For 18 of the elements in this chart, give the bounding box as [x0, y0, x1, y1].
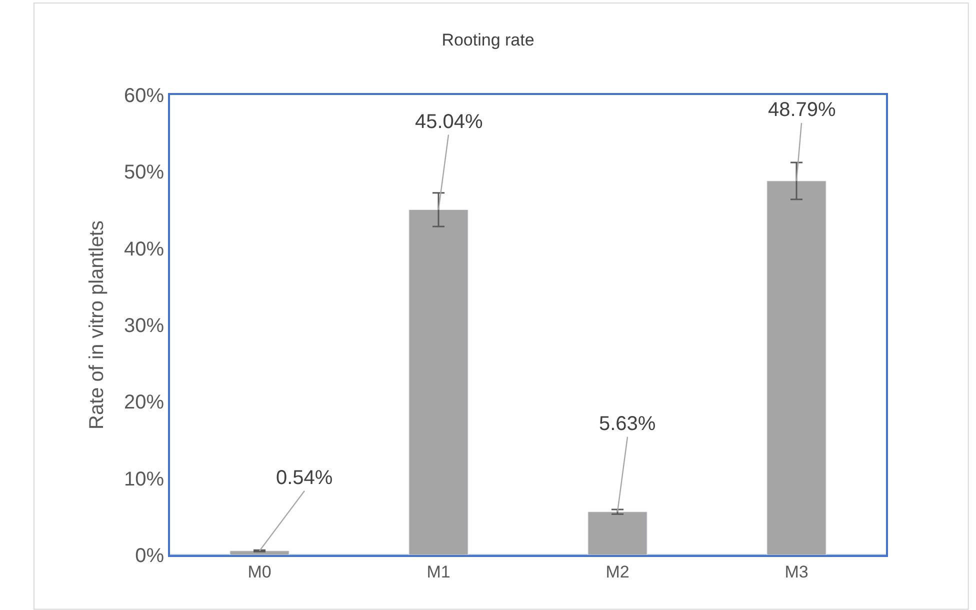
y-tick-label: 20% [124, 392, 164, 414]
data-label: 5.63% [599, 413, 656, 435]
x-tick-label: M0 [248, 562, 272, 582]
data-label: 48.79% [768, 99, 836, 121]
y-tick-label: 60% [124, 85, 164, 107]
x-tick-label: M2 [606, 562, 630, 582]
x-tick-label: M3 [784, 562, 808, 582]
y-tick-label: 30% [124, 315, 164, 337]
y-axis-title: Rate of in vitro plantlets [86, 220, 108, 430]
data-label: 45.04% [415, 111, 484, 133]
bar [408, 209, 468, 555]
x-tick-label: M1 [426, 562, 450, 582]
y-tick-label: 0% [135, 545, 164, 567]
data-label: 0.54% [276, 467, 333, 489]
y-tick-label: 40% [124, 238, 164, 260]
y-tick-label: 10% [124, 468, 164, 490]
chart-title: Rooting rate [442, 30, 534, 50]
y-tick-label: 50% [124, 162, 164, 184]
